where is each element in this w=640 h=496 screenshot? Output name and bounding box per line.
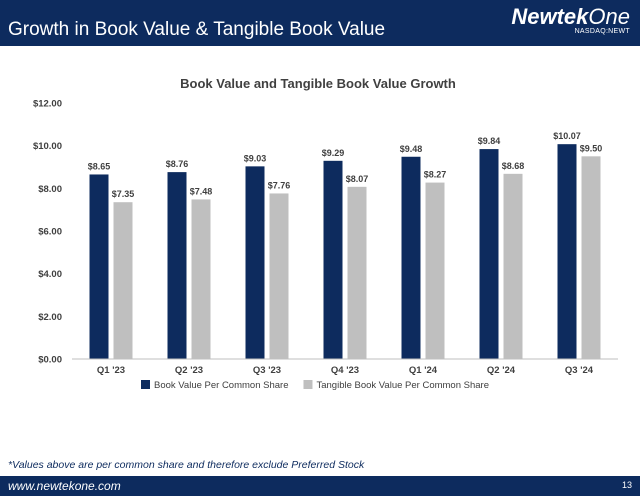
book-value-label: $8.65 <box>88 161 111 171</box>
book-value-label: $9.84 <box>478 136 501 146</box>
y-tick-label: $4.00 <box>38 269 62 280</box>
logo-ticker: NASDAQ:NEWT <box>574 28 630 35</box>
tangible-book-value-label: $9.50 <box>580 143 603 153</box>
logo-name-bold: Newtek <box>511 4 589 29</box>
logo-wordmark: NewtekOne <box>511 5 630 29</box>
tangible-book-value-label: $7.48 <box>190 186 213 196</box>
y-tick-label: $10.00 <box>33 141 62 152</box>
tangible-book-value-bar <box>191 199 211 359</box>
page-number: 13 <box>621 480 632 490</box>
y-tick-label: $8.00 <box>38 184 62 195</box>
tangible-book-value-label: $8.27 <box>424 170 447 180</box>
x-tick-label: Q2 '24 <box>487 365 516 376</box>
y-tick-label: $6.00 <box>38 227 62 238</box>
book-value-bar <box>557 144 577 359</box>
tangible-book-value-bar <box>113 202 133 359</box>
logo-name-light: One <box>588 4 630 29</box>
legend-swatch-book-value <box>141 380 150 389</box>
tangible-book-value-bar <box>347 186 367 359</box>
book-value-label: $8.76 <box>166 159 189 169</box>
book-value-label: $9.03 <box>244 153 267 163</box>
x-tick-label: Q2 '23 <box>175 365 203 376</box>
book-value-bar <box>479 149 499 359</box>
tangible-book-value-label: $8.07 <box>346 174 369 184</box>
book-value-label: $9.29 <box>322 148 345 158</box>
book-value-label: $9.48 <box>400 144 423 154</box>
x-axis: Q1 '23 Q2 '23 Q3 '23 Q4 '23 Q1 '24 Q2 '24 Q3 '… <box>72 358 618 376</box>
tangible-book-value-bar <box>425 182 445 359</box>
book-value-bar <box>167 172 187 359</box>
tangible-book-value-label: $7.35 <box>112 189 135 199</box>
book-value-bar <box>401 156 421 359</box>
tangible-book-value-bar <box>581 156 601 359</box>
y-tick-label: $12.00 <box>33 99 62 110</box>
x-tick-label: Q3 '24 <box>565 365 594 376</box>
footnote: *Values above are per common share and t… <box>8 459 365 471</box>
book-value-bar <box>89 174 109 359</box>
header-bar: Growth in Book Value & Tangible Book Val… <box>0 0 640 46</box>
x-tick-label: Q1 '24 <box>409 365 438 376</box>
book-value-label: $10.07 <box>553 131 581 141</box>
tangible-book-value-label: $7.76 <box>268 180 291 190</box>
newtekone-logo: NewtekOne NASDAQ:NEWT <box>511 5 630 36</box>
footer-url: www.newtekone.com <box>8 479 121 493</box>
bars <box>89 144 601 359</box>
x-tick-label: Q1 '23 <box>97 365 125 376</box>
legend-swatch-tangible-book-value <box>303 380 313 389</box>
x-tick-label: Q3 '23 <box>253 365 281 376</box>
y-tick-label: $2.00 <box>38 312 62 323</box>
book-value-chart: Book Value and Tangible Book Value Growt… <box>33 76 618 391</box>
legend-label-book-value: Book Value Per Common Share <box>154 380 288 391</box>
book-value-bar <box>323 160 343 359</box>
x-tick-label: Q4 '23 <box>331 365 359 376</box>
chart-title: Book Value and Tangible Book Value Growt… <box>180 76 456 91</box>
legend: Book Value Per Common Share Tangible Book… <box>141 380 489 391</box>
page-title: Growth in Book Value & Tangible Book Val… <box>8 19 386 40</box>
book-value-bar <box>245 166 265 359</box>
tangible-book-value-bar <box>503 173 523 359</box>
value-labels: $8.65 $7.35 $8.76 $7.48 $9.03 $7.76 $9.29 $8.07… <box>88 131 603 199</box>
footer-bar: www.newtekone.com 13 <box>0 476 640 496</box>
y-axis: $0.00 $2.00 $4.00 $6.00 $8.00 $10.00 $12.00 <box>33 99 62 366</box>
y-tick-label: $0.00 <box>38 355 62 366</box>
legend-label-tangible-book-value: Tangible Book Value Per Common Share <box>316 380 489 391</box>
tangible-book-value-label: $8.68 <box>502 161 525 171</box>
tangible-book-value-bar <box>269 193 289 359</box>
